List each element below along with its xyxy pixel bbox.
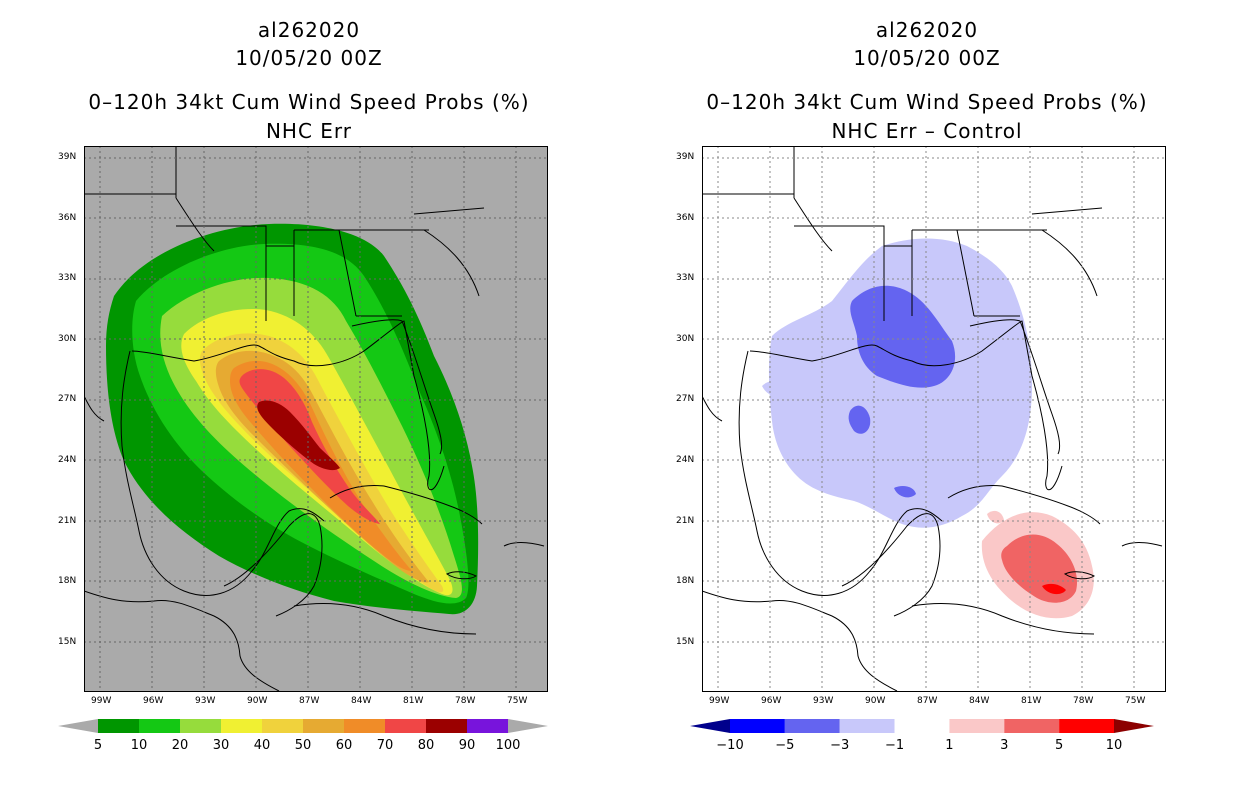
colorbar-segment bbox=[180, 719, 221, 733]
lat-tick-label: 36N bbox=[676, 213, 694, 223]
lon-tick-label: 87W bbox=[299, 696, 319, 706]
lat-tick-label: 33N bbox=[58, 273, 76, 283]
lon-tick-label: 84W bbox=[351, 696, 371, 706]
colorbar-level-label: 70 bbox=[377, 738, 394, 752]
colorbar-over-triangle bbox=[1114, 719, 1154, 733]
colorbar-segment bbox=[221, 719, 262, 733]
lon-tick-label: 87W bbox=[917, 696, 937, 706]
colorbar-segment bbox=[840, 719, 895, 733]
lon-tick-label: 75W bbox=[1125, 696, 1145, 706]
lat-tick-label: 30N bbox=[676, 334, 694, 344]
colorbar-level-label: −3 bbox=[830, 738, 849, 752]
colorbar-segment bbox=[895, 719, 950, 733]
lat-tick-label: 21N bbox=[676, 516, 694, 526]
colorbar-segment bbox=[98, 719, 139, 733]
left-storm-id: al262020 bbox=[0, 18, 618, 42]
colorbar-segment bbox=[303, 719, 344, 733]
lon-tick-label: 99W bbox=[709, 696, 729, 706]
left-colorbar: 5 10 20 30 40 50 60 70 80 90 100 bbox=[56, 716, 556, 752]
lon-tick-label: 93W bbox=[195, 696, 215, 706]
colorbar-segment bbox=[467, 719, 508, 733]
colorbar-level-label: 90 bbox=[459, 738, 476, 752]
colorbar-level-label: −1 bbox=[885, 738, 904, 752]
lon-tick-label: 81W bbox=[403, 696, 423, 706]
lon-tick-label: 96W bbox=[761, 696, 781, 706]
lon-tick-label: 78W bbox=[455, 696, 475, 706]
lat-tick-label: 24N bbox=[58, 455, 76, 465]
lon-tick-label: 96W bbox=[143, 696, 163, 706]
colorbar-segment bbox=[785, 719, 840, 733]
lon-tick-label: 84W bbox=[969, 696, 989, 706]
colorbar-over-triangle bbox=[508, 719, 548, 733]
colorbar-level-label: 10 bbox=[131, 738, 148, 752]
lon-tick-label: 93W bbox=[813, 696, 833, 706]
lon-tick-label: 78W bbox=[1073, 696, 1093, 706]
colorbar-segment bbox=[1004, 719, 1059, 733]
left-map bbox=[84, 146, 548, 692]
lon-tick-label: 99W bbox=[91, 696, 111, 706]
colorbar-segment bbox=[730, 719, 785, 733]
colorbar-level-label: 80 bbox=[418, 738, 435, 752]
lat-tick-label: 39N bbox=[58, 152, 76, 162]
colorbar-level-label: 50 bbox=[295, 738, 312, 752]
lat-tick-label: 18N bbox=[676, 576, 694, 586]
right-subtitle: NHC Err – Control bbox=[618, 119, 1236, 143]
lon-tick-label: 75W bbox=[507, 696, 527, 706]
lat-tick-label: 15N bbox=[58, 637, 76, 647]
colorbar-level-label: 40 bbox=[254, 738, 271, 752]
colorbar-under-triangle bbox=[690, 719, 730, 733]
colorbar-level-label: −10 bbox=[716, 738, 743, 752]
right-title: 0–120h 34kt Cum Wind Speed Probs (%) bbox=[618, 90, 1236, 114]
right-storm-id: al262020 bbox=[618, 18, 1236, 42]
left-subtitle: NHC Err bbox=[0, 119, 618, 143]
lat-tick-label: 36N bbox=[58, 213, 76, 223]
colorbar-under-triangle bbox=[58, 719, 98, 733]
colorbar-segment bbox=[949, 719, 1004, 733]
lat-tick-label: 33N bbox=[676, 273, 694, 283]
lon-tick-label: 90W bbox=[247, 696, 267, 706]
lat-tick-label: 39N bbox=[676, 152, 694, 162]
colorbar-segment bbox=[262, 719, 303, 733]
colorbar-level-label: 10 bbox=[1106, 738, 1123, 752]
lat-tick-label: 18N bbox=[58, 576, 76, 586]
lat-tick-label: 27N bbox=[58, 394, 76, 404]
colorbar-level-label: 30 bbox=[213, 738, 230, 752]
right-colorbar: −10 −5 −3 −1 1 3 5 10 bbox=[674, 716, 1174, 752]
colorbar-level-label: −5 bbox=[775, 738, 794, 752]
colorbar-level-label: 5 bbox=[1055, 738, 1063, 752]
lat-tick-label: 21N bbox=[58, 516, 76, 526]
colorbar-segment bbox=[1059, 719, 1114, 733]
right-date: 10/05/20 00Z bbox=[618, 46, 1236, 70]
colorbar-segment bbox=[139, 719, 180, 733]
colorbar-segment bbox=[344, 719, 385, 733]
colorbar-level-label: 1 bbox=[945, 738, 953, 752]
lon-tick-label: 81W bbox=[1021, 696, 1041, 706]
lat-tick-label: 24N bbox=[676, 455, 694, 465]
right-map bbox=[702, 146, 1166, 692]
colorbar-segment bbox=[385, 719, 426, 733]
colorbar-segment bbox=[426, 719, 467, 733]
colorbar-level-label: 3 bbox=[1000, 738, 1008, 752]
left-title: 0–120h 34kt Cum Wind Speed Probs (%) bbox=[0, 90, 618, 114]
colorbar-level-label: 5 bbox=[94, 738, 102, 752]
lat-tick-label: 15N bbox=[676, 637, 694, 647]
lon-tick-label: 90W bbox=[865, 696, 885, 706]
colorbar-level-label: 100 bbox=[496, 738, 521, 752]
colorbar-level-label: 60 bbox=[336, 738, 353, 752]
left-date: 10/05/20 00Z bbox=[0, 46, 618, 70]
lat-tick-label: 27N bbox=[676, 394, 694, 404]
lat-tick-label: 30N bbox=[58, 334, 76, 344]
colorbar-level-label: 20 bbox=[172, 738, 189, 752]
